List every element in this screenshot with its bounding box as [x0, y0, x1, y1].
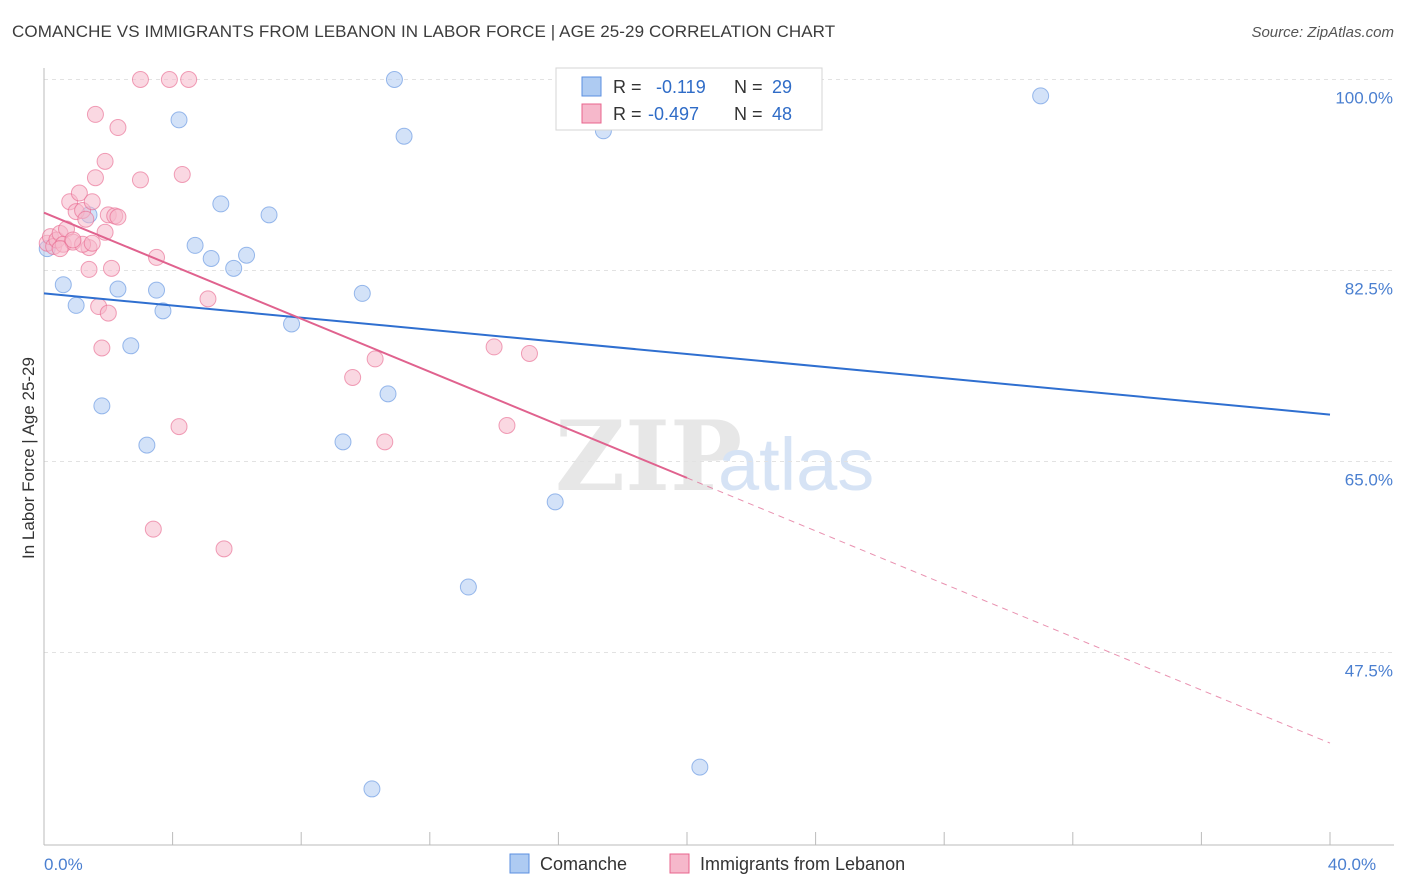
legend-n-value-2: 48 — [772, 104, 792, 124]
comanche-point-18 — [334, 433, 352, 451]
chart-title: COMANCHE VS IMMIGRANTS FROM LEBANON IN L… — [12, 22, 836, 41]
comanche-point-27 — [691, 758, 709, 776]
lebanon-point-45 — [51, 240, 69, 258]
comanche-point-10 — [170, 111, 188, 129]
comanche-point-16 — [260, 206, 278, 224]
comanche-point-28 — [1032, 87, 1050, 105]
legend-swatch-lebanon — [581, 103, 602, 124]
legend-box: R = -0.119 N = 29 R = -0.497 N = 48 — [555, 67, 823, 131]
trend-lines — [43, 211, 1331, 744]
y-tick-label-2: 65.0% — [1345, 471, 1393, 490]
gridlines — [44, 79, 1394, 653]
x-tick-label-0: 0.0% — [44, 855, 83, 874]
lebanon-point-33 — [170, 418, 188, 436]
source-label: Source: ZipAtlas.com — [1251, 24, 1394, 41]
comanche-point-5 — [109, 280, 127, 298]
lebanon-point-10 — [70, 184, 88, 202]
lebanon-point-24 — [103, 259, 121, 277]
comanche-point-4 — [93, 397, 111, 415]
comanche-point-14 — [225, 259, 243, 277]
legend-n-label-2: N = — [734, 104, 763, 124]
lebanon-point-34 — [173, 165, 191, 183]
lebanon-point-14 — [80, 260, 98, 278]
x-tick-labels: 0.0% 40.0% — [44, 855, 1376, 874]
comanche-point-9 — [154, 302, 172, 320]
x-ticks — [43, 832, 1331, 845]
legend-n-value-1: 29 — [772, 77, 792, 97]
comanche-point-17 — [283, 315, 301, 333]
lebanon-point-39 — [366, 350, 384, 368]
lebanon-point-46 — [64, 231, 82, 249]
comanche-point-12 — [202, 249, 220, 267]
comanche-trend-line — [43, 292, 1331, 416]
y-tick-labels: 100.0% 82.5% 65.0% 47.5% — [1335, 89, 1393, 681]
bottom-legend-label-comanche: Comanche — [540, 854, 627, 874]
lebanon-point-21 — [96, 152, 114, 170]
comanche-point-7 — [138, 436, 156, 454]
lebanon-point-26 — [109, 208, 127, 226]
lebanon-point-41 — [485, 338, 503, 356]
lebanon-point-42 — [498, 416, 516, 434]
comanche-point-20 — [363, 780, 381, 798]
lebanon-trend-extension — [686, 477, 1331, 744]
comanche-point-19 — [353, 284, 371, 302]
comanche-point-24 — [459, 578, 477, 596]
comanche-point-11 — [186, 236, 204, 254]
lebanon-point-36 — [199, 290, 217, 308]
legend-r-value-2: -0.497 — [648, 104, 699, 124]
lebanon-point-17 — [86, 105, 104, 123]
lebanon-point-40 — [376, 433, 394, 451]
bottom-legend-swatch-lebanon — [669, 853, 690, 874]
lebanon-point-35 — [180, 71, 198, 88]
axes — [43, 68, 1394, 846]
bottom-legend-swatch-comanche — [509, 853, 530, 874]
data-points — [38, 71, 1050, 798]
legend-r-value-1: -0.119 — [656, 77, 706, 97]
y-axis-label: In Labor Force | Age 25-29 — [19, 357, 38, 559]
lebanon-point-32 — [160, 71, 178, 88]
comanche-point-2 — [67, 296, 85, 314]
y-tick-label-1: 82.5% — [1345, 280, 1393, 299]
lebanon-point-37 — [215, 540, 233, 558]
legend-n-label-1: N = — [734, 77, 763, 97]
lebanon-point-23 — [99, 304, 117, 322]
x-tick-label-1: 40.0% — [1328, 855, 1376, 874]
comanche-point-15 — [238, 246, 256, 264]
comanche-point-23 — [395, 127, 413, 145]
lebanon-point-38 — [344, 368, 362, 386]
comanche-point-13 — [212, 195, 230, 213]
y-tick-label-0: 100.0% — [1335, 89, 1393, 108]
watermark-atlas: atlas — [718, 423, 874, 506]
lebanon-point-16 — [86, 169, 104, 187]
bottom-legend: Comanche Immigrants from Lebanon — [509, 853, 905, 874]
legend-swatch-comanche — [581, 76, 602, 97]
y-tick-label-3: 47.5% — [1345, 662, 1393, 681]
legend-r-label-1: R = — [613, 77, 642, 97]
bottom-legend-label-lebanon: Immigrants from Lebanon — [700, 854, 905, 874]
comanche-point-8 — [148, 281, 166, 299]
watermark-zip: ZIP — [555, 400, 742, 513]
comanche-point-22 — [385, 71, 403, 88]
lebanon-point-43 — [520, 344, 538, 362]
comanche-point-6 — [122, 337, 140, 355]
lebanon-point-28 — [131, 171, 149, 189]
lebanon-point-15 — [83, 193, 101, 211]
lebanon-point-27 — [109, 119, 127, 137]
comanche-point-1 — [54, 276, 72, 294]
lebanon-point-19 — [93, 339, 111, 357]
lebanon-point-12 — [77, 210, 95, 228]
comanche-point-25 — [546, 493, 564, 511]
comanche-point-21 — [379, 385, 397, 403]
lebanon-trend-line — [43, 211, 688, 479]
lebanon-point-29 — [131, 71, 149, 88]
lebanon-point-30 — [144, 520, 162, 538]
lebanon-point-47 — [83, 234, 101, 252]
legend-r-label-2: R = — [613, 104, 642, 124]
